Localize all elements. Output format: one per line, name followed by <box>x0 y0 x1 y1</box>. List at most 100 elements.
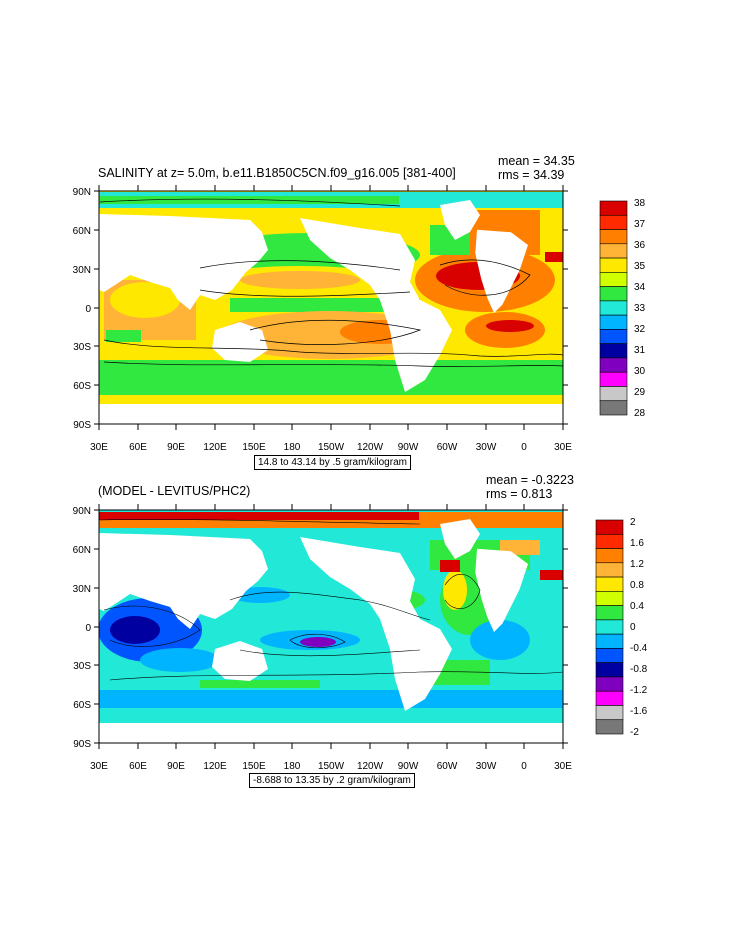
colorbar-swatch <box>595 633 624 649</box>
lon-label: 90W <box>398 761 419 772</box>
lon-label: 60E <box>129 442 147 453</box>
panel1-colorbar <box>599 200 628 416</box>
lat-label: 30S <box>73 661 91 672</box>
colorbar-swatch <box>595 705 624 721</box>
colorbar-label: 32 <box>634 324 646 335</box>
panel2-rms: rms = 0.813 <box>486 487 553 501</box>
panel2-colorbar-labels: 2 1.6 1.2 0.8 0.4 0 -0.4 -0.8 -1.2 -1.6 … <box>630 517 648 738</box>
panel2-ticks <box>94 504 568 749</box>
colorbar-label: -2 <box>630 727 639 738</box>
panel2-land-antarctica <box>99 723 563 743</box>
panel2-lat-labels: 90N 60N 30N 0 30S 60S 90S <box>73 506 92 750</box>
colorbar-swatch <box>595 619 624 635</box>
colorbar-label: 1.2 <box>630 559 644 570</box>
panel1-mean: mean = 34.35 <box>498 154 575 168</box>
colorbar-label: -1.2 <box>630 685 648 696</box>
lat-label: 90N <box>73 506 91 517</box>
colorbar-label: 0 <box>630 622 636 633</box>
lon-label: 150E <box>242 761 266 772</box>
panel1-ticks <box>94 185 568 430</box>
colorbar-swatch <box>595 562 624 578</box>
colorbar-label: 30 <box>634 366 646 377</box>
lon-label: 180 <box>284 442 301 453</box>
colorbar-label: 37 <box>634 219 646 230</box>
panel1-colorbar-labels: 38 37 36 35 34 33 32 31 30 29 28 <box>634 198 646 419</box>
lat-label: 60S <box>73 381 91 392</box>
colorbar-label: -0.4 <box>630 643 648 654</box>
lon-label: 30W <box>476 761 497 772</box>
colorbar-swatch <box>595 662 624 678</box>
colorbar-label: 35 <box>634 261 646 272</box>
lon-label: 150E <box>242 442 266 453</box>
panel1-title: SALINITY at z= 5.0m, b.e11.B1850C5CN.f09… <box>98 166 456 180</box>
lon-label: 120E <box>203 442 227 453</box>
colorbar-swatch <box>595 576 624 592</box>
colorbar-label: 38 <box>634 198 646 209</box>
lat-label: 30N <box>73 265 91 276</box>
lon-label: 120E <box>203 761 227 772</box>
lon-label: 0 <box>521 442 527 453</box>
panel1-rms: rms = 34.39 <box>498 168 565 182</box>
panel1-land-africa <box>475 229 528 313</box>
lon-label: 120W <box>357 761 384 772</box>
panel1-lat-labels: 90N 60N 30N 0 30S 60S 90S <box>73 187 92 431</box>
lat-label: 90S <box>73 420 91 431</box>
colorbar-label: 29 <box>634 387 646 398</box>
colorbar-label: 34 <box>634 282 646 293</box>
lat-label: 30N <box>73 584 91 595</box>
panel2-land-eurasia <box>99 533 268 629</box>
colorbar-swatch <box>595 648 624 663</box>
lon-label: 90E <box>167 761 185 772</box>
panel1-land-greenland <box>440 200 480 240</box>
colorbar-label: 36 <box>634 240 646 251</box>
lon-label: 30E <box>554 442 572 453</box>
lon-label: 0 <box>521 761 527 772</box>
lon-label: 60W <box>437 442 458 453</box>
panel2-mean: mean = -0.3223 <box>486 473 574 487</box>
lat-label: 60S <box>73 700 91 711</box>
colorbar-label: 0.8 <box>630 580 644 591</box>
colorbar-swatch <box>595 690 624 706</box>
lat-label: 0 <box>85 623 91 634</box>
lon-label: 30E <box>90 761 108 772</box>
colorbar-label: 1.6 <box>630 538 644 549</box>
panel2-land-americas <box>300 537 452 711</box>
lon-label: 60E <box>129 761 147 772</box>
lon-label: 90W <box>398 442 419 453</box>
lon-label: 150W <box>318 442 345 453</box>
panel1-land-americas <box>300 218 452 392</box>
colorbar-swatch <box>595 676 624 692</box>
panel2-land-africa <box>475 548 528 632</box>
lon-label: 180 <box>284 761 301 772</box>
colorbar-label: 2 <box>630 517 636 528</box>
lon-label: 60W <box>437 761 458 772</box>
colorbar-label: -1.6 <box>630 706 648 717</box>
panel2-colorbar <box>595 519 624 735</box>
colorbar-label: 33 <box>634 303 646 314</box>
panel1-land-eurasia <box>99 214 268 310</box>
panel1-land-antarctica <box>99 404 563 424</box>
colorbar-swatch <box>595 719 624 735</box>
colorbar-swatch <box>595 519 624 535</box>
panel2-title: (MODEL - LEVITUS/PHC2) <box>98 484 251 498</box>
panel1-southern-band <box>99 360 563 400</box>
colorbar-label: 0.4 <box>630 601 644 612</box>
panel1-range-note: 14.8 to 43.14 by .5 gram/kilogram <box>254 455 411 470</box>
lat-label: 90N <box>73 187 91 198</box>
panel1-land-australia <box>212 322 268 362</box>
colorbar-swatch <box>595 605 624 621</box>
lon-label: 150W <box>318 761 345 772</box>
lat-label: 60N <box>73 545 91 556</box>
lat-label: 0 <box>85 304 91 315</box>
colorbar-swatch <box>595 591 624 606</box>
lon-label: 30W <box>476 442 497 453</box>
panel1-lon-labels: 30E 60E 90E 120E 150E 180 150W 120W 90W … <box>90 442 572 453</box>
lat-label: 60N <box>73 226 91 237</box>
colorbar-label: 28 <box>634 408 646 419</box>
colorbar-label: 31 <box>634 345 646 356</box>
lon-label: 30E <box>90 442 108 453</box>
panel2-lon-labels: 30E 60E 90E 120E 150E 180 150W 120W 90W … <box>90 761 572 772</box>
colorbar-swatch <box>595 548 624 564</box>
